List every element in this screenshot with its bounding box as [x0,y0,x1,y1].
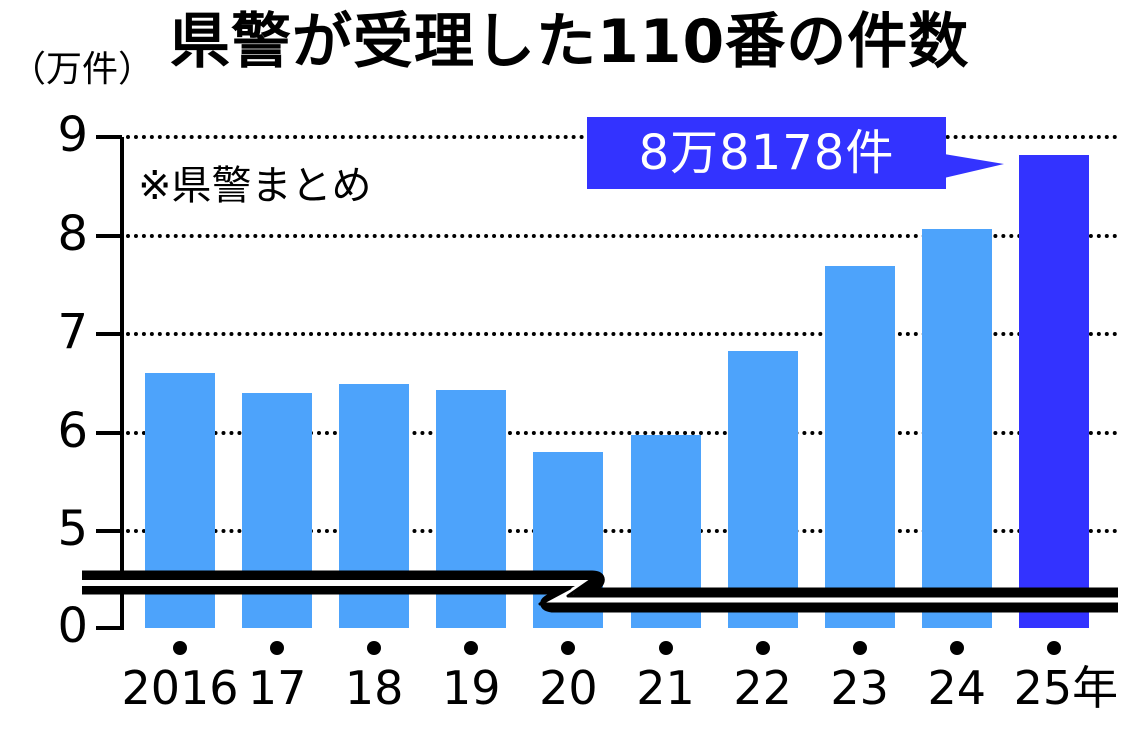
y-tick-label: 7 [57,304,88,360]
x-tick-dot [1046,641,1061,655]
y-tick-label: 8 [57,205,88,262]
x-tick-dot [173,641,187,655]
y-tick-label: 9 [57,107,88,163]
gridline [126,233,1118,238]
y-tick-mark [96,430,122,435]
bar-2024 [921,228,992,628]
source-note: ※県警まとめ [138,163,372,209]
y-tick-mark [96,529,122,533]
y-tick-mark [96,233,122,238]
y-tick-label: 5 [57,501,88,557]
x-tick-dot [755,641,770,655]
x-tick-dot [464,641,479,655]
y-axis-line [120,137,124,630]
bar-2023 [824,266,895,628]
gridline [126,529,1118,533]
bar-2022 [727,350,798,628]
x-tick-label: 17 [247,661,307,715]
gridline [126,332,1118,336]
highlight-callout: 8万8178件 [587,117,946,189]
x-tick-label: 24 [927,661,987,715]
y-tick-label: 0 [57,598,88,654]
y-axis-unit-label: （万件） [10,49,155,90]
y-tick-mark [96,626,124,630]
y-tick-mark [96,135,122,139]
bar-2025 [1018,154,1089,628]
x-tick-dot [852,641,867,655]
x-tick-label: 21 [636,661,695,715]
gridline [126,430,1118,435]
x-tick-label: 18 [344,661,404,715]
x-tick-dot [270,641,285,655]
y-tick-mark [96,332,122,336]
x-tick-label: 22 [733,661,792,715]
chart-title: 県警が受理した110番の件数 [170,7,970,77]
x-tick-dot [949,641,964,655]
y-tick-label: 6 [57,402,88,459]
x-tick-label: 20 [539,661,598,715]
x-tick-label: 23 [830,661,889,715]
x-tick-dot [561,641,576,655]
x-tick-dot [367,641,382,655]
x-tick-dot [658,641,673,655]
x-tick-label: 25年 [1013,661,1119,715]
x-tick-label: 2016 [121,661,239,715]
x-tick-label: 19 [442,661,501,715]
